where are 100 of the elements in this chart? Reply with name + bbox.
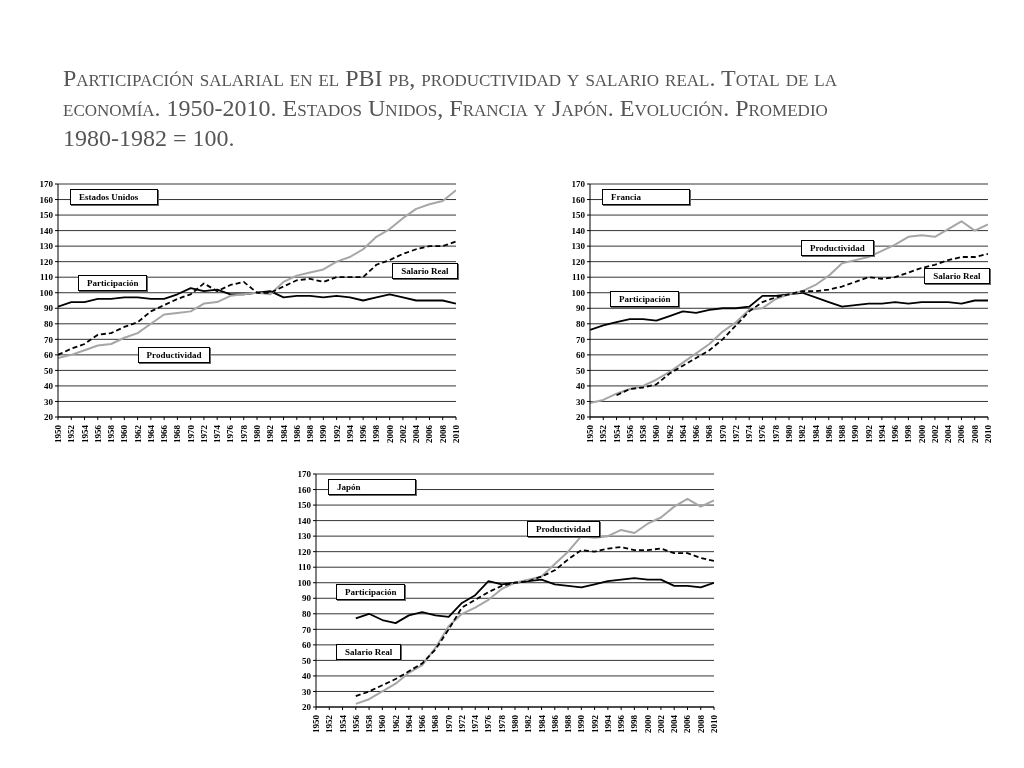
x-tick-label: 1956	[624, 424, 635, 443]
y-tick-label: 40	[302, 671, 312, 682]
y-tick-label: 100	[297, 577, 312, 588]
x-tick-label: 1974	[744, 424, 755, 443]
y-tick-label: 50	[302, 655, 312, 666]
y-tick-label: 140	[39, 225, 54, 236]
x-tick-label: 1954	[337, 714, 348, 733]
title-box: Francia	[601, 188, 690, 205]
title-box: Japón	[327, 478, 416, 495]
y-tick-label: 40	[44, 381, 54, 392]
y-tick-label: 60	[44, 350, 54, 361]
x-tick-label: 2002	[655, 714, 666, 733]
x-tick-label: 1978	[770, 424, 781, 443]
x-tick-label: 2002	[929, 424, 940, 443]
x-tick-label: 1958	[364, 714, 375, 733]
y-tick-label: 30	[302, 686, 312, 697]
x-tick-label: 2008	[695, 714, 706, 733]
x-tick-label: 1966	[691, 424, 702, 443]
y-tick-label: 150	[39, 210, 54, 221]
x-tick-label: 1966	[159, 424, 170, 443]
x-tick-label: 1984	[278, 424, 289, 443]
x-tick-label: 1982	[797, 424, 808, 443]
label-box: Participación	[335, 583, 406, 600]
y-tick-label: 100	[39, 287, 54, 298]
label-box: Salario Real	[335, 644, 402, 661]
x-tick-label: 1994	[876, 424, 887, 443]
x-tick-label: 1950	[53, 424, 63, 443]
x-tick-label: 2004	[411, 424, 422, 443]
x-tick-label: 1992	[589, 714, 600, 733]
x-tick-label: 1980	[510, 714, 520, 733]
x-tick-label: 1960	[377, 714, 388, 733]
x-tick-label: 1952	[66, 424, 77, 443]
x-tick-label: 1996	[890, 424, 901, 443]
x-tick-label: 1990	[318, 424, 329, 443]
y-tick-label: 70	[576, 334, 586, 345]
x-tick-label: 2006	[424, 424, 435, 443]
line-series	[590, 220, 988, 405]
x-tick-label: 2004	[943, 424, 954, 443]
y-tick-label: 170	[297, 469, 312, 480]
y-tick-label: 140	[297, 515, 312, 526]
y-tick-label: 170	[571, 179, 586, 190]
x-tick-label: 1988	[305, 424, 316, 443]
x-tick-label: 1992	[863, 424, 874, 443]
x-tick-label: 1950	[311, 714, 321, 733]
x-tick-label: 2000	[642, 714, 653, 733]
x-tick-label: 1952	[324, 714, 335, 733]
y-tick-label: 90	[576, 303, 586, 314]
x-tick-label: 1974	[212, 424, 223, 443]
label-box: Productividad	[800, 239, 874, 256]
y-tick-label: 120	[571, 256, 586, 267]
x-tick-label: 2006	[956, 424, 967, 443]
x-tick-label: 1990	[850, 424, 861, 443]
x-tick-label: 1964	[677, 424, 688, 443]
x-tick-label: 1950	[585, 424, 595, 443]
x-tick-label: 1978	[238, 424, 249, 443]
x-tick-label: 1986	[549, 714, 560, 733]
x-tick-label: 1984	[536, 714, 547, 733]
x-tick-label: 1970	[717, 424, 728, 443]
x-tick-label: 2010	[983, 424, 993, 443]
x-tick-label: 1968	[430, 714, 441, 733]
title-box: Estados Unidos	[69, 188, 158, 205]
y-tick-label: 20	[44, 412, 54, 423]
label-box: Participación	[77, 274, 148, 291]
x-tick-label: 1966	[417, 714, 428, 733]
y-tick-label: 160	[297, 484, 312, 495]
x-tick-label: 1970	[443, 714, 454, 733]
y-tick-label: 110	[297, 562, 312, 573]
text: Participación salarial en el PBI pb, productividad y salario real. Total de la economía. 1950-2010. Estados Unidos, Francia y Japón. Evolución. Promedio 1980-1982 = 100.	[63, 64, 838, 153]
y-tick-label: 80	[44, 318, 54, 329]
y-tick-label: 70	[302, 624, 312, 635]
y-tick-label: 90	[44, 303, 54, 314]
y-tick-label: 140	[571, 225, 586, 236]
y-tick-label: 160	[39, 194, 54, 205]
y-tick-label: 40	[576, 381, 586, 392]
x-tick-label: 1990	[576, 714, 587, 733]
x-tick-label: 1998	[903, 424, 914, 443]
x-tick-label: 1986	[291, 424, 302, 443]
y-tick-label: 120	[297, 546, 312, 557]
x-tick-label: 1972	[198, 424, 209, 443]
label-box: Participación	[609, 291, 680, 308]
y-tick-label: 130	[297, 531, 312, 542]
x-tick-label: 1952	[598, 424, 609, 443]
x-tick-label: 2010	[451, 424, 461, 443]
x-tick-label: 1988	[563, 714, 574, 733]
x-tick-label: 2008	[969, 424, 980, 443]
x-tick-label: 1960	[651, 424, 662, 443]
y-tick-label: 60	[302, 640, 312, 651]
x-tick-label: 1968	[172, 424, 183, 443]
x-tick-label: 2008	[437, 424, 448, 443]
x-tick-label: 1964	[145, 424, 156, 443]
x-tick-label: 1962	[664, 424, 675, 443]
x-tick-label: 1996	[616, 714, 627, 733]
x-tick-label: 2000	[384, 424, 395, 443]
x-tick-label: 2006	[682, 714, 693, 733]
y-tick-label: 120	[39, 256, 54, 267]
y-tick-label: 30	[44, 396, 54, 407]
x-tick-label: 1958	[638, 424, 649, 443]
x-tick-label: 1976	[483, 714, 494, 733]
y-tick-label: 150	[571, 210, 586, 221]
y-tick-label: 110	[39, 272, 54, 283]
